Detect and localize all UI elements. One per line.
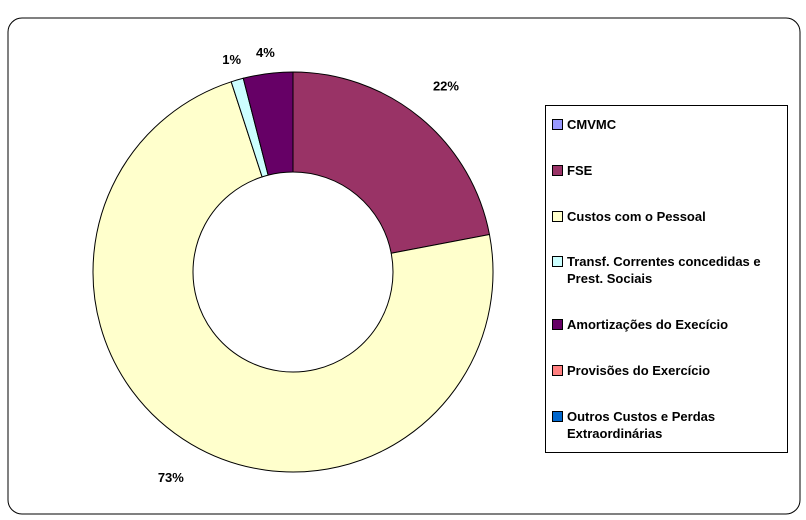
legend-label: Provisões do Exercício — [567, 363, 711, 379]
legend-item: Custos com o Pessoal — [552, 208, 781, 225]
legend-label: CMVMC — [567, 117, 617, 132]
legend-item: FSE — [552, 162, 781, 179]
legend-label: Transf. Correntes concedidas e Prest. So… — [567, 254, 761, 287]
legend-label: Outros Custos e Perdas Extraordinárias — [567, 408, 716, 441]
legend: CMVMC FSE Custos com o Pessoal Transf. Corr… — [545, 105, 788, 453]
legend-item: CMVMC — [552, 116, 781, 133]
data-label: 1% — [222, 52, 241, 67]
data-label: 4% — [256, 45, 275, 60]
legend-swatch — [552, 119, 563, 130]
legend-swatch — [552, 410, 563, 422]
donut-slice — [292, 71, 491, 254]
legend-swatch — [552, 256, 563, 268]
legend-item: Outros Custos e Perdas Extraordinárias — [552, 408, 781, 442]
legend-item: Amortizações do Execício — [552, 316, 781, 333]
legend-label: FSE — [567, 162, 593, 178]
legend-swatch — [552, 164, 563, 176]
legend-item: Transf. Correntes concedidas e Prest. So… — [552, 253, 781, 287]
legend-swatch — [552, 319, 563, 331]
data-label: 22% — [433, 79, 459, 94]
donut-slice — [242, 71, 294, 176]
legend-swatch — [552, 365, 563, 377]
data-label: 73% — [158, 470, 184, 485]
legend-item: Provisões do Exercício — [552, 362, 781, 379]
donut-slice — [92, 81, 494, 473]
legend-label: Amortizações do Execício — [567, 317, 729, 333]
legend-swatch — [552, 210, 563, 222]
legend-label: Custos com o Pessoal — [567, 208, 706, 224]
